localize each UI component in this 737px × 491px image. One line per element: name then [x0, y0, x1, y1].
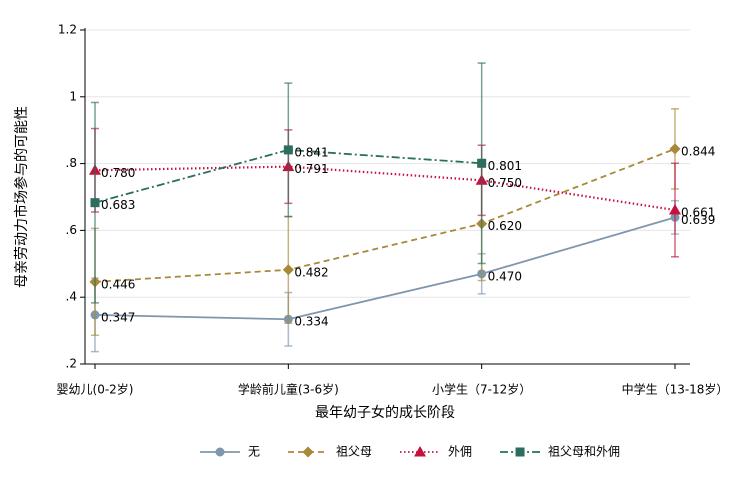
data-label: 0.683	[101, 198, 135, 212]
data-label: 0.470	[488, 269, 522, 283]
marker	[477, 158, 487, 168]
data-label: 0.844	[681, 144, 715, 158]
data-label: 0.334	[294, 315, 328, 329]
series-line	[94, 165, 676, 212]
series-line	[94, 216, 676, 321]
marker	[669, 204, 681, 215]
series-line	[94, 148, 676, 283]
y-tick-label: 1.2	[58, 23, 77, 37]
data-label: 0.801	[488, 159, 522, 173]
y-tick-label: .4	[66, 290, 77, 304]
marker	[282, 264, 294, 276]
x-tick-label: 学龄前儿童(3-6岁)	[238, 382, 339, 397]
y-tick-label: .6	[66, 223, 77, 237]
legend-marker	[414, 446, 427, 457]
y-axis-title: 母亲劳动力市场参与的可能性	[13, 106, 30, 288]
data-label: 0.791	[294, 162, 328, 176]
marker	[283, 145, 293, 155]
legend-label: 祖父母和外佣	[548, 444, 620, 459]
data-label: 0.661	[681, 206, 715, 220]
legend-marker	[215, 447, 225, 457]
x-tick-label: 婴幼儿(0-2岁)	[57, 382, 134, 397]
data-label: 0.780	[101, 166, 135, 180]
y-tick-label: .8	[66, 156, 77, 170]
y-tick-label: .2	[66, 357, 77, 371]
legend-marker	[515, 447, 525, 457]
data-label: 0.446	[101, 277, 135, 291]
marker	[669, 143, 681, 155]
data-label: 0.750	[488, 176, 522, 190]
legend-label: 无	[248, 445, 260, 459]
legend-marker	[302, 446, 314, 458]
data-label: 0.347	[101, 310, 135, 324]
data-label: 0.482	[294, 265, 328, 279]
legend-label: 外佣	[448, 445, 472, 459]
data-label: 0.639	[681, 213, 715, 227]
y-tick-label: 1	[69, 89, 77, 103]
x-axis-title: 最年幼子女的成长阶段	[315, 404, 455, 421]
series-line	[94, 148, 482, 204]
data-label: 0.841	[294, 145, 328, 159]
x-tick-label: 小学生（7-12岁）	[432, 382, 531, 397]
legend-label: 祖父母	[336, 444, 372, 459]
x-tick-label: 中学生（13-18岁）	[622, 382, 729, 397]
data-label: 0.620	[488, 219, 522, 233]
marker	[90, 198, 100, 208]
